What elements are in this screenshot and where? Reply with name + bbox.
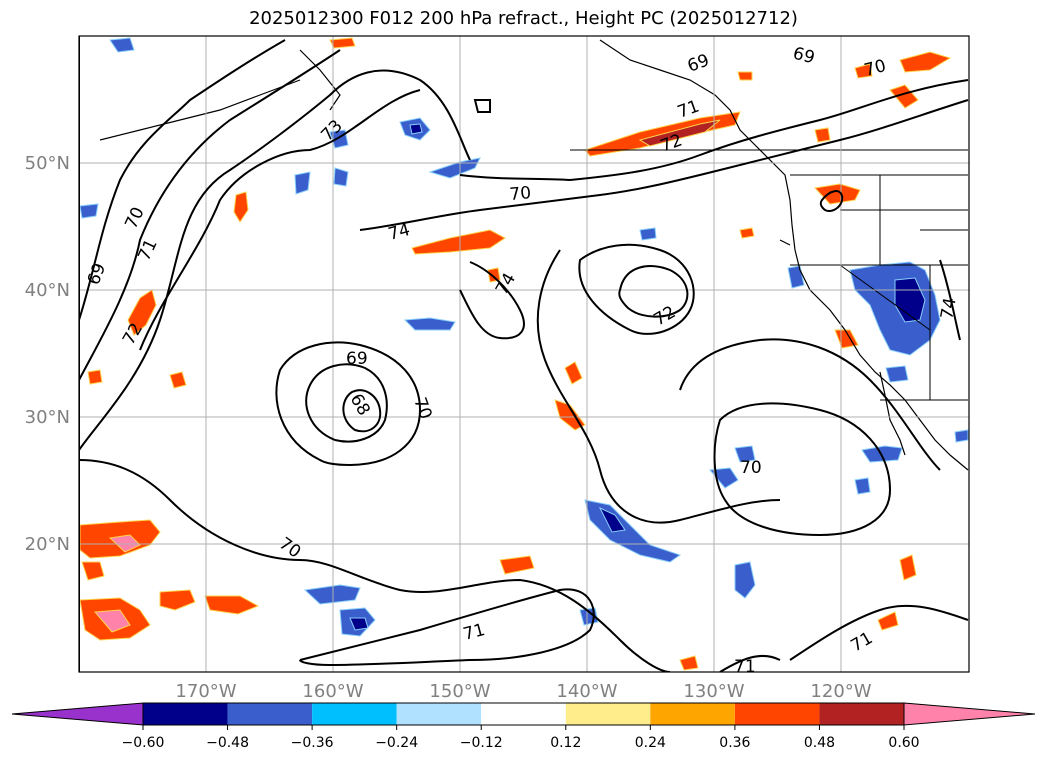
colorbar-cell <box>396 703 482 725</box>
colorbar-cell <box>312 703 397 725</box>
colorbar-tick-label: 0.60 <box>888 735 919 751</box>
map-title: 2025012300 F012 200 hPa refract., Height… <box>249 8 798 29</box>
longitude-axis: 170°W 160°W 150°W 140°W 130°W 120°W <box>175 681 871 702</box>
colorbar-cell <box>734 703 820 725</box>
latitude-axis: 50°N 40°N 30°N 20°N <box>25 153 70 555</box>
colorbar-tick-label: 0.24 <box>635 735 666 751</box>
colorbar-tick-label: 0.36 <box>719 735 750 751</box>
contour-label: 70 <box>509 183 532 205</box>
height-contours <box>79 36 969 672</box>
colorbar-tick-label: −0.48 <box>206 735 249 751</box>
latitude-label: 40°N <box>25 280 70 301</box>
colorbar-cell <box>565 703 651 725</box>
colorbar-tick-label: 0.12 <box>550 735 581 751</box>
colorbar-min-extension <box>11 702 144 726</box>
colorbar-tick-label: −0.36 <box>291 735 334 751</box>
contour-label: 74 <box>937 296 960 321</box>
state-borders <box>570 149 968 401</box>
colorbar-tick-label: −0.12 <box>460 735 503 751</box>
colorbar-cell <box>227 703 313 725</box>
colorbar-tick-label: −0.24 <box>375 735 418 751</box>
longitude-label: 130°W <box>683 681 744 702</box>
negative-anomaly-shading <box>79 37 969 637</box>
longitude-label: 120°W <box>810 681 871 702</box>
longitude-label: 170°W <box>175 681 236 702</box>
latitude-label: 50°N <box>25 153 70 174</box>
colorbar: −0.60 −0.48 −0.36 −0.24 −0.12 0.12 0.24 0.36 0.4… <box>11 702 1036 751</box>
colorbar-cell <box>481 703 566 725</box>
longitude-label: 150°W <box>429 681 490 702</box>
latitude-label: 20°N <box>25 534 70 555</box>
colorbar-max-extension <box>903 702 1036 726</box>
colorbar-tick-label: 0.48 <box>804 735 835 751</box>
colorbar-cell <box>819 703 904 725</box>
longitude-label: 140°W <box>556 681 617 702</box>
latitude-label: 30°N <box>25 407 70 428</box>
colorbar-outline <box>142 702 905 726</box>
longitude-label: 160°W <box>302 681 363 702</box>
colorbar-cell <box>143 703 228 725</box>
positive-anomaly-shading <box>79 37 952 671</box>
map-frame <box>78 35 970 673</box>
contour-label: 69 <box>346 349 368 369</box>
colorbar-cell <box>650 703 735 725</box>
colorbar-tick-label: −0.60 <box>122 735 165 751</box>
contour-label: 71 <box>734 657 756 677</box>
contour-label: 70 <box>740 458 762 478</box>
